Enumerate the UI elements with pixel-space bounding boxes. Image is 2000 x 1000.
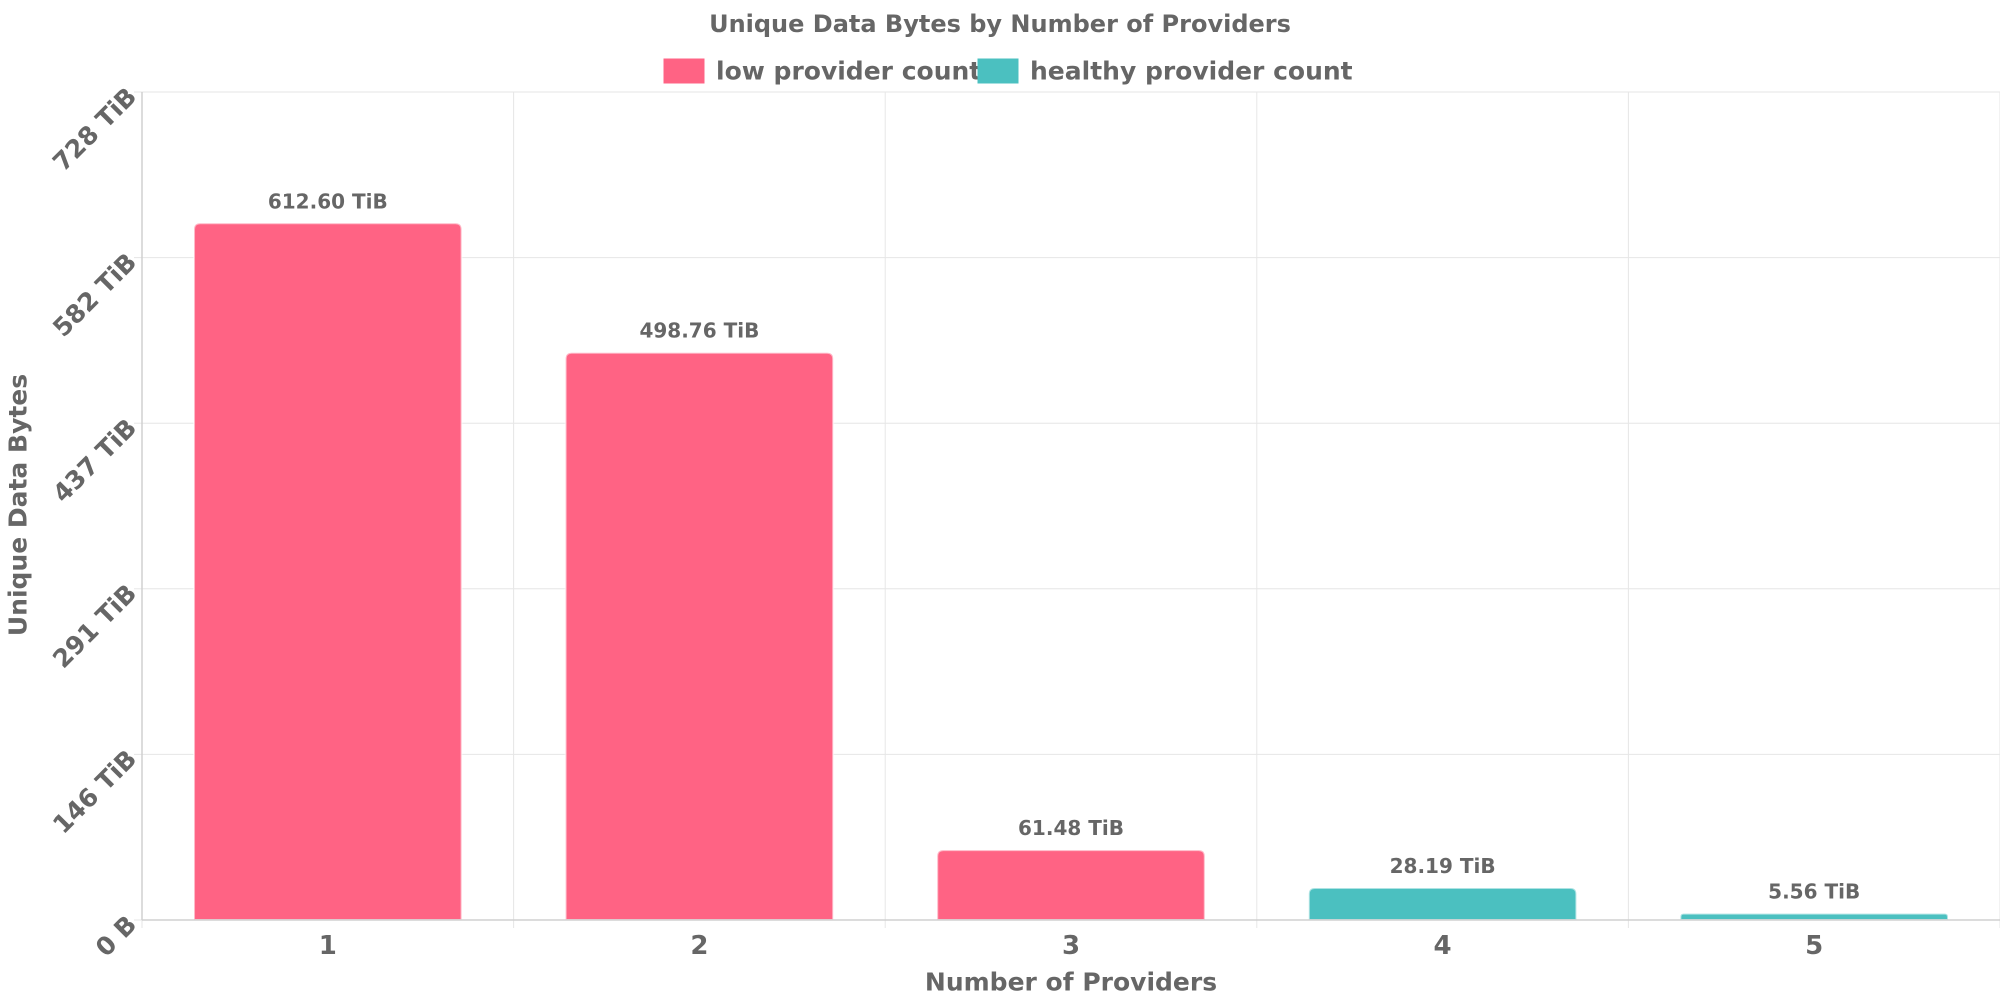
bar-4[interactable] — [1307, 886, 1578, 921]
chart-title: Unique Data Bytes by Number of Providers — [709, 10, 1291, 38]
axes — [141, 92, 2000, 921]
y-tick-label: 0 B — [90, 910, 142, 962]
x-tick-label: 3 — [1062, 931, 1080, 961]
data-label: 5.56 TiB — [1768, 880, 1860, 904]
legend-item-healthy-provider-count[interactable]: healthy provider count — [977, 57, 1353, 86]
data-label: 612.60 TiB — [268, 189, 388, 213]
x-tick-label: 4 — [1434, 931, 1452, 961]
y-axis-title: Unique Data Bytes — [4, 374, 33, 636]
data-label: 61.48 TiB — [1018, 816, 1124, 840]
bar-2[interactable] — [564, 351, 835, 921]
bar-3[interactable] — [936, 849, 1206, 921]
x-tick-label: 2 — [690, 931, 708, 961]
x-tick-label: 5 — [1805, 931, 1823, 961]
legend-label-healthy-provider-count: healthy provider count — [1030, 57, 1353, 86]
y-tick-label: 291 TiB — [47, 579, 142, 674]
data-label: 498.76 TiB — [639, 319, 759, 343]
legend-swatch-healthy-provider-count — [977, 58, 1019, 84]
bars — [193, 222, 1949, 921]
legend-label-low-provider-count: low provider count — [716, 57, 981, 86]
data-labels: 612.60 TiB 498.76 TiB 61.48 TiB 28.19 TiB 5.… — [268, 189, 1860, 903]
x-tick-label: 1 — [319, 931, 337, 961]
bar-1[interactable] — [193, 222, 463, 921]
data-label: 28.19 TiB — [1390, 854, 1496, 878]
legend-item-low-provider-count[interactable]: low provider count — [663, 57, 981, 86]
y-tick-label: 728 TiB — [47, 82, 142, 177]
y-tick-label: 437 TiB — [47, 413, 142, 508]
y-tick-label: 582 TiB — [47, 247, 142, 342]
bar-5[interactable] — [1679, 912, 1949, 921]
y-tick-label: 146 TiB — [47, 744, 142, 839]
legend-swatch-low-provider-count — [663, 58, 705, 84]
x-axis-title: Number of Providers — [925, 968, 1217, 997]
legend[interactable]: low provider count healthy provider coun… — [663, 57, 1353, 86]
